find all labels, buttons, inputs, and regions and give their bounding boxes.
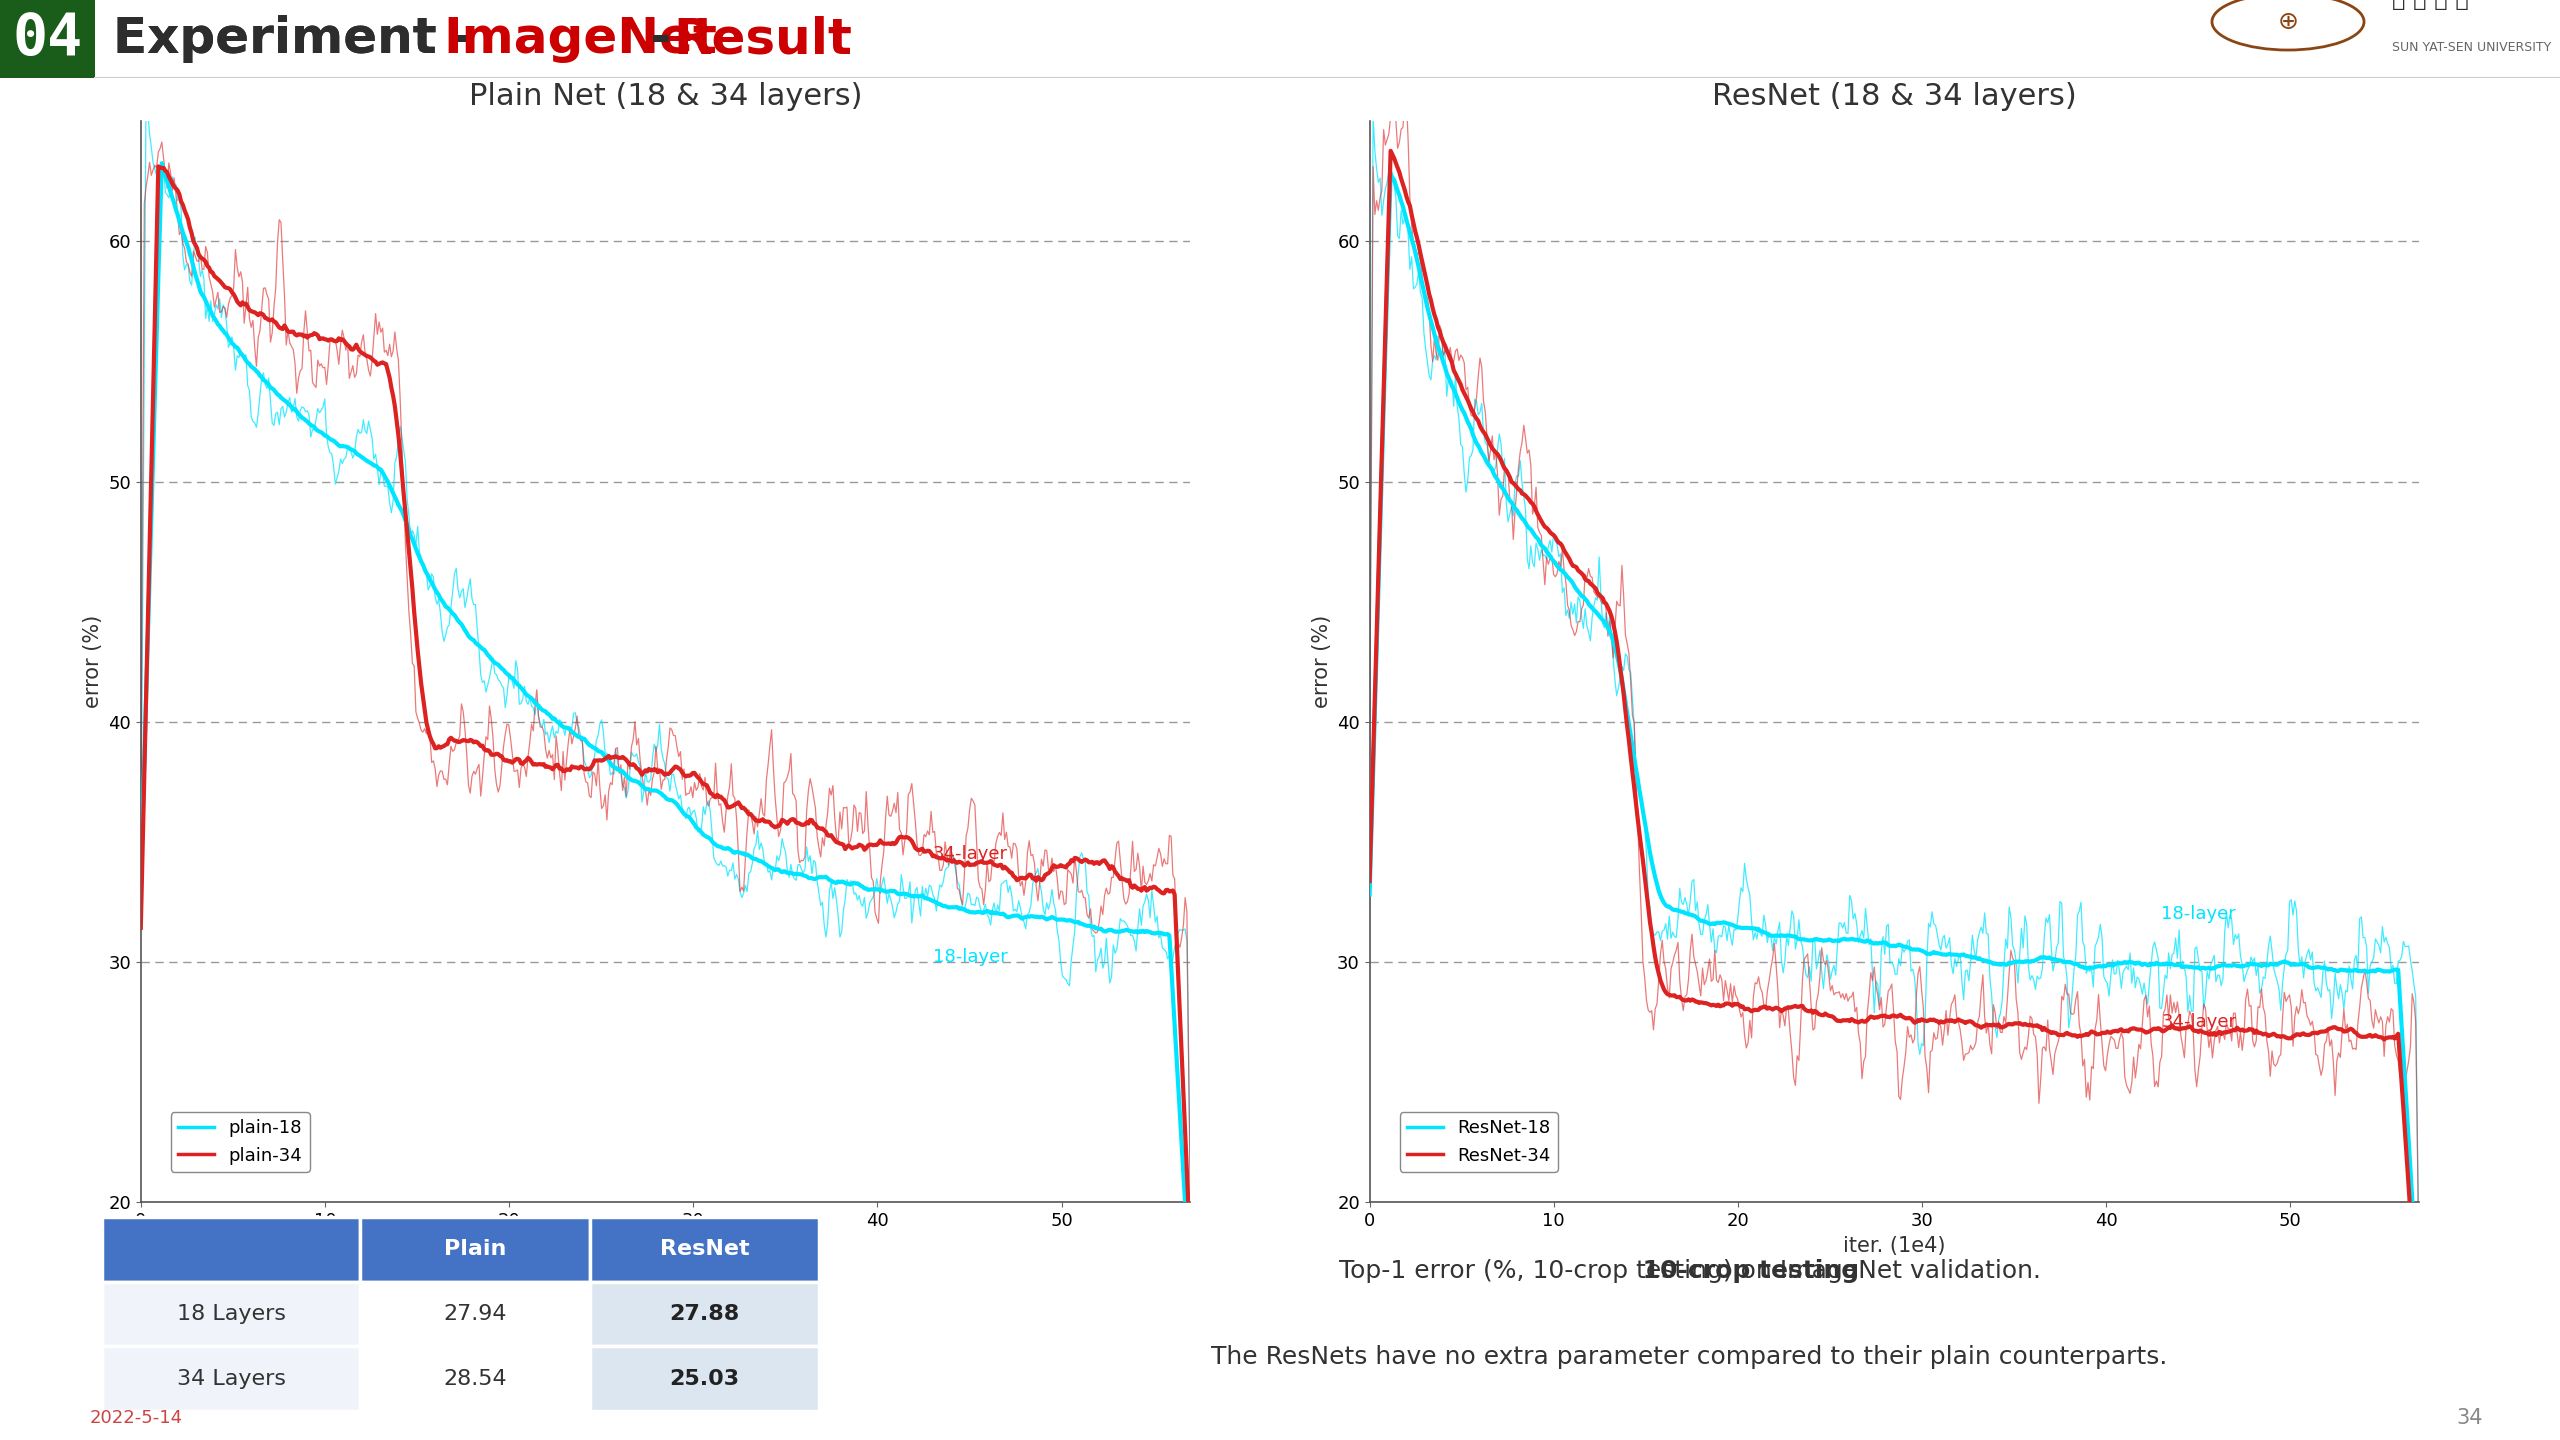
FancyBboxPatch shape xyxy=(361,1282,589,1346)
Text: 34-layer: 34-layer xyxy=(2161,1014,2237,1031)
Text: Experiment -: Experiment - xyxy=(113,14,492,63)
Text: 18-layer: 18-layer xyxy=(2161,906,2235,923)
Y-axis label: error (%): error (%) xyxy=(82,615,102,708)
FancyBboxPatch shape xyxy=(102,1217,361,1282)
Text: Result: Result xyxy=(673,14,852,63)
Text: Experiment -: Experiment - xyxy=(113,14,492,63)
Bar xyxy=(0,0,95,78)
Text: 25.03: 25.03 xyxy=(671,1369,740,1388)
Text: 10-crop testing: 10-crop testing xyxy=(1521,1259,1859,1283)
FancyBboxPatch shape xyxy=(361,1346,589,1411)
Text: ResNet: ResNet xyxy=(660,1240,750,1259)
FancyBboxPatch shape xyxy=(102,1282,361,1346)
Y-axis label: error (%): error (%) xyxy=(1311,615,1331,708)
Legend: plain-18, plain-34: plain-18, plain-34 xyxy=(172,1112,310,1172)
FancyBboxPatch shape xyxy=(102,1346,361,1411)
FancyBboxPatch shape xyxy=(589,1346,819,1411)
FancyBboxPatch shape xyxy=(361,1217,589,1282)
Text: -: - xyxy=(632,14,689,63)
Text: 2022-5-14: 2022-5-14 xyxy=(90,1410,182,1427)
Title: Plain Net (18 & 34 layers): Plain Net (18 & 34 layers) xyxy=(468,82,863,111)
X-axis label: iter. (1e4): iter. (1e4) xyxy=(1843,1236,1946,1256)
Text: 34-layer: 34-layer xyxy=(932,845,1009,863)
Text: 中 山 大 學: 中 山 大 學 xyxy=(2391,0,2468,10)
Text: 18-layer: 18-layer xyxy=(932,949,1006,966)
Text: SUN YAT-SEN UNIVERSITY: SUN YAT-SEN UNIVERSITY xyxy=(2391,40,2550,53)
Text: 28.54: 28.54 xyxy=(443,1369,507,1388)
Legend: ResNet-18, ResNet-34: ResNet-18, ResNet-34 xyxy=(1400,1112,1559,1172)
X-axis label: iter. (1e4): iter. (1e4) xyxy=(614,1236,717,1256)
Text: 27.94: 27.94 xyxy=(443,1305,507,1323)
Text: Top-1 error (%, 10-crop testing) on ImageNet validation.: Top-1 error (%, 10-crop testing) on Imag… xyxy=(1339,1259,2040,1283)
Text: Plain: Plain xyxy=(443,1240,507,1259)
Text: 04: 04 xyxy=(13,10,82,68)
Text: 18 Layers: 18 Layers xyxy=(177,1305,287,1323)
Text: ⊕: ⊕ xyxy=(2278,10,2299,33)
Title: ResNet (18 & 34 layers): ResNet (18 & 34 layers) xyxy=(1713,82,2076,111)
FancyBboxPatch shape xyxy=(589,1217,819,1282)
Text: The ResNets have no extra parameter compared to their plain counterparts.: The ResNets have no extra parameter comp… xyxy=(1211,1345,2168,1369)
Text: 34 Layers: 34 Layers xyxy=(177,1369,287,1388)
Text: ImageNet: ImageNet xyxy=(443,14,717,63)
Text: 34: 34 xyxy=(2458,1408,2483,1428)
Text: 27.88: 27.88 xyxy=(668,1305,740,1323)
FancyBboxPatch shape xyxy=(589,1282,819,1346)
